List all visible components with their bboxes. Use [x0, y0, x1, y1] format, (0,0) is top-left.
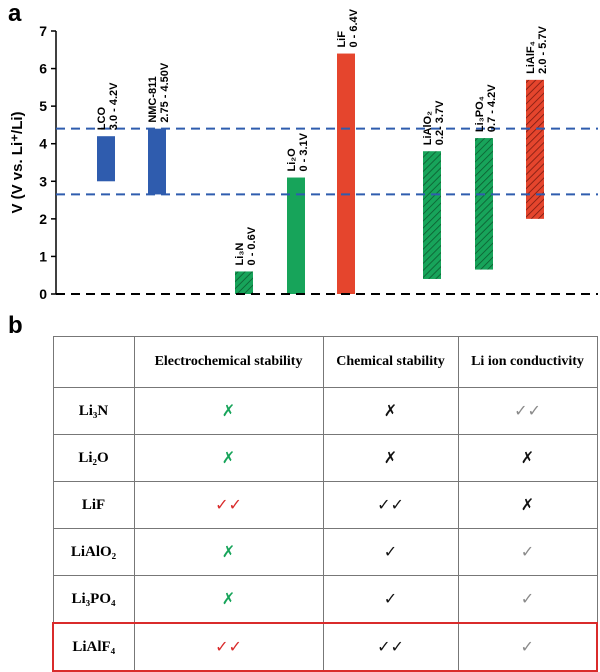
voltage-window-chart: 0 1 2 3 4 5 6 7 V (V vs. Li⁺/Li) LCO 3.0 - 4.2V NM…	[9, 8, 598, 302]
row-header: Li₂O	[52, 434, 135, 482]
table-row: LiAlF₄ ✓✓ ✓✓ ✓	[52, 622, 598, 672]
check-mark-icon: ✓✓	[377, 637, 404, 656]
check-mark-icon: ✓	[520, 589, 535, 608]
table-row: LiAlO₂ ✗ ✓ ✓	[52, 528, 598, 576]
check-mark-icon: ✓	[520, 542, 535, 561]
cross-mark-icon: ✗	[221, 589, 236, 608]
table-cell: ✓	[457, 575, 598, 624]
bar-range-label: 2.75 - 4.50V	[159, 62, 171, 123]
cross-mark-icon: ✗	[520, 495, 535, 514]
panel-a-label: a	[8, 0, 22, 27]
check-mark-icon: ✓	[383, 589, 398, 608]
cross-mark-icon: ✗	[221, 542, 236, 561]
bar-name-label: NMC-811	[147, 76, 159, 122]
table-header-row: Electrochemical stability Chemical stabi…	[52, 336, 598, 388]
check-mark-icon: ✓	[520, 637, 534, 656]
bar-range-label: 0 - 6.4V	[348, 8, 360, 47]
cross-mark-icon: ✗	[221, 448, 236, 467]
table-cell: ✓	[322, 575, 459, 624]
table-cell: ✗	[133, 387, 324, 435]
table-cell: ✓✓	[133, 481, 324, 529]
bar-3	[287, 177, 305, 294]
bar-1	[148, 128, 166, 195]
bar-range-label: 0 - 3.1V	[298, 132, 310, 171]
stability-table: Electrochemical stability Chemical stabi…	[52, 336, 598, 672]
table-cell: ✗	[457, 481, 598, 529]
row-header: LiF	[52, 481, 135, 529]
bar-name-label: Li₃N	[234, 243, 246, 266]
check-mark-icon: ✓✓	[514, 401, 541, 420]
table-cell: ✗	[133, 434, 324, 482]
row-header: Li₃PO₄	[52, 575, 135, 624]
table-cell: ✗	[322, 387, 459, 435]
y-tick-label: 1	[39, 248, 47, 264]
bar-range-label: 2.0 - 5.7V	[537, 25, 549, 73]
bar-name-label: LiAlO₂	[422, 111, 434, 145]
table-cell: ✓	[457, 622, 598, 672]
table-cell: ✗	[322, 434, 459, 482]
table-cell: ✓	[457, 528, 598, 576]
table-cell: ✓✓	[133, 622, 324, 672]
cross-mark-icon: ✗	[383, 401, 398, 420]
bar-range-label: 0.7 - 4.2V	[486, 84, 498, 132]
cross-mark-icon: ✗	[520, 448, 535, 467]
row-header: LiAlO₂	[52, 528, 135, 576]
bar-name-label: Li₂O	[286, 148, 298, 172]
bar-7	[526, 79, 544, 219]
panel-b-label: b	[8, 312, 23, 339]
y-tick-label: 3	[39, 173, 47, 189]
table-row: Li₃PO₄ ✗ ✓ ✓	[52, 575, 598, 624]
bar-4	[337, 53, 355, 294]
y-tick-label: 4	[39, 136, 47, 152]
table-row: Li₃N ✗ ✗ ✓✓	[52, 387, 598, 435]
table-row: Li₂O ✗ ✗ ✗	[52, 434, 598, 482]
table-cell: ✗	[133, 575, 324, 624]
table-cell: ✓	[322, 528, 459, 576]
bar-range-label: 0 - 0.6V	[246, 226, 258, 265]
cross-mark-icon: ✗	[383, 448, 398, 467]
bar-name-label: LCO	[96, 107, 108, 131]
y-tick-label: 6	[39, 61, 47, 77]
bar-name-label: Li₃PO₄	[474, 96, 486, 132]
bar-2	[235, 271, 253, 294]
y-tick-label: 5	[39, 98, 47, 114]
cross-mark-icon: ✗	[221, 401, 236, 420]
header-electrochemical-stability: Electrochemical stability	[133, 336, 324, 388]
check-mark-icon: ✓✓	[377, 495, 404, 514]
bar-6	[475, 138, 493, 270]
bar-range-label: 3.0 - 4.2V	[108, 82, 120, 130]
y-tick-label: 7	[39, 23, 47, 39]
table-cell: ✓✓	[322, 622, 459, 672]
header-li-ion-conductivity: Li ion conductivity	[457, 336, 598, 388]
y-axis-label: V (V vs. Li⁺/Li)	[9, 111, 26, 213]
bar-range-label: 0.2- 3.7V	[434, 100, 446, 145]
table-cell: ✗	[457, 434, 598, 482]
check-mark-icon: ✓✓	[215, 495, 242, 514]
table-cell: ✓✓	[322, 481, 459, 529]
row-header: LiAlF₄	[52, 622, 135, 672]
header-chemical-stability: Chemical stability	[322, 336, 459, 388]
table-row: LiF ✓✓ ✓✓ ✗	[52, 481, 598, 529]
table-cell: ✓✓	[457, 387, 598, 435]
row-header: Li₃N	[52, 387, 135, 435]
y-tick-label: 0	[39, 286, 47, 302]
header-empty	[52, 336, 135, 388]
bar-name-label: LiAlF₄	[525, 41, 537, 74]
bar-0	[97, 136, 115, 182]
table-cell: ✗	[133, 528, 324, 576]
y-tick-label: 2	[39, 211, 47, 227]
bar-5	[423, 151, 441, 279]
check-mark-icon: ✓	[383, 542, 398, 561]
check-mark-icon: ✓✓	[215, 637, 242, 656]
bar-name-label: LiF	[336, 31, 348, 48]
